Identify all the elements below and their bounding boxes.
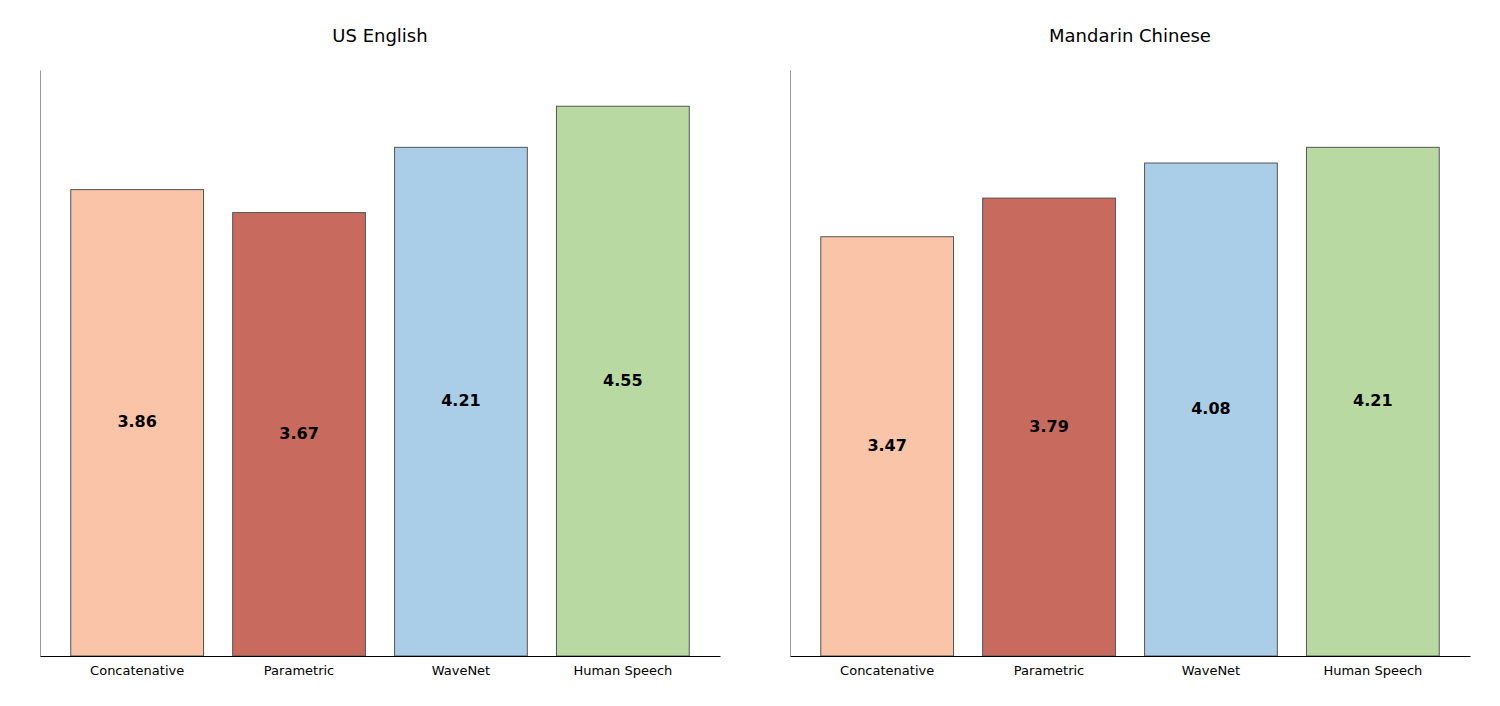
x-tick-label: WaveNet: [432, 663, 491, 678]
x-tick: Parametric: [1014, 663, 1084, 678]
x-tick-label: Human Speech: [1323, 663, 1422, 678]
y-axis: [40, 71, 41, 657]
data-label: 3.67: [279, 424, 318, 443]
x-tick: Concatenative: [840, 663, 934, 678]
x-tick-label: Human Speech: [573, 663, 672, 678]
x-axis-line: [791, 656, 1471, 657]
x-axis: Concatenative Parametric WaveNet Human Spee…: [41, 657, 721, 679]
x-tick-label: Parametric: [264, 663, 334, 678]
x-tick: WaveNet: [432, 663, 491, 678]
x-tick-label: Concatenative: [840, 663, 934, 678]
panel: Concatenative Parametric WaveNet Human Spee…: [41, 25, 721, 678]
x-axis: Concatenative Parametric WaveNet Human Spee…: [791, 657, 1471, 679]
x-tick: Human Speech: [573, 663, 672, 678]
figure: Concatenative Parametric WaveNet Human Spee…: [0, 0, 1500, 706]
bar: [821, 237, 954, 656]
bars: [821, 147, 1439, 656]
x-tick: Human Speech: [1323, 663, 1422, 678]
x-tick: WaveNet: [1182, 663, 1241, 678]
data-labels: 3.86 3.67 4.21 4.55: [117, 371, 642, 443]
data-label: 3.79: [1029, 417, 1068, 436]
data-label: 4.21: [1353, 391, 1392, 410]
data-label: 3.86: [117, 412, 156, 431]
bars: [71, 106, 689, 656]
data-label: 3.47: [867, 436, 906, 455]
title: US English: [332, 25, 427, 46]
x-tick: Concatenative: [90, 663, 184, 678]
panel: Concatenative Parametric WaveNet Human Spee…: [791, 25, 1471, 678]
data-label: 4.08: [1191, 399, 1230, 418]
bar: [71, 190, 204, 656]
data-labels: 3.47 3.79 4.08 4.21: [867, 391, 1392, 455]
bar: [395, 147, 528, 656]
bar: [556, 106, 689, 656]
x-axis-line: [41, 656, 721, 657]
x-tick-label: Parametric: [1014, 663, 1084, 678]
data-label: 4.55: [603, 371, 642, 390]
x-tick: Parametric: [264, 663, 334, 678]
x-tick-label: WaveNet: [1182, 663, 1241, 678]
y-axis: [790, 71, 791, 657]
data-label: 4.21: [441, 391, 480, 410]
y-axis-line: [790, 71, 791, 657]
title: Mandarin Chinese: [1049, 25, 1211, 46]
x-tick-label: Concatenative: [90, 663, 184, 678]
bar: [1145, 163, 1278, 656]
bar: [983, 198, 1116, 656]
bar: [1306, 147, 1439, 656]
bar: [233, 213, 366, 656]
y-axis-line: [40, 71, 41, 657]
